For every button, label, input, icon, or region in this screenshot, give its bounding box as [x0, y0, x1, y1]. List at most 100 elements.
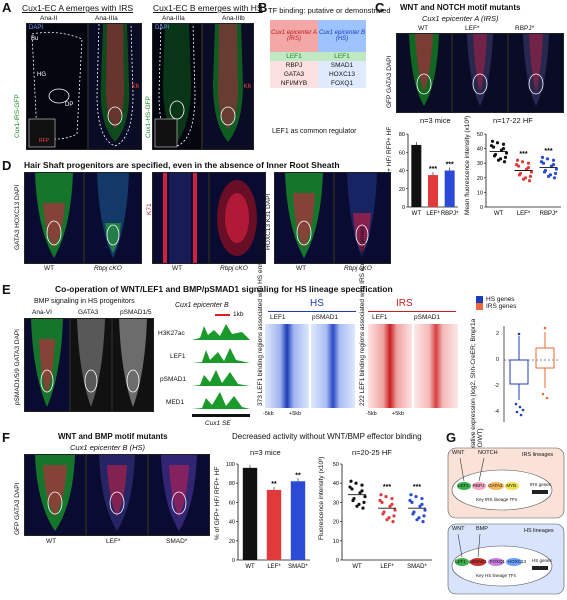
x-tick-label: SMAD*: [288, 564, 308, 570]
y-tick-label: 40: [229, 520, 235, 526]
bar: [411, 144, 422, 207]
micrograph-c3: [508, 33, 564, 113]
x-tick-label: LEF*: [380, 564, 394, 570]
x-tick-label: WT: [245, 564, 255, 570]
g-tf: LEF1: [458, 483, 469, 488]
f-genotype: SMAD*: [166, 538, 188, 545]
g-irs-tfs: LEF1 RBPJ GATA3 MYB: [458, 483, 516, 488]
y-tick-label: 20: [333, 520, 339, 526]
significance-label: ***: [383, 484, 391, 491]
micrograph-d5: [274, 172, 334, 264]
panel-c-title: WNT and NOTCH motif mutants: [400, 3, 521, 12]
data-point: [490, 139, 495, 143]
legend-swatch-hs: [476, 296, 483, 303]
legend-hs: HS genes: [486, 296, 515, 303]
tf-cell: FOXQ1: [318, 79, 366, 88]
e-tick: +5kb: [289, 411, 302, 417]
e-track-label: MED1: [166, 399, 185, 406]
x-tick-label: LEF*: [517, 211, 531, 217]
data-point: [354, 481, 358, 485]
d-genotype: Rbpj cKO: [94, 265, 122, 272]
d-marker-3: HOXC13 K31 DAPI: [265, 193, 272, 250]
x-tick-label: SMAD*: [407, 564, 427, 570]
data-point: [390, 502, 394, 506]
micrograph-f1: [24, 454, 86, 536]
data-point: [360, 483, 364, 487]
tf-cell: SMAD1: [318, 61, 366, 70]
e-irs-heatmap-psmad1: [414, 324, 458, 408]
micrograph-e3: [112, 318, 154, 412]
y-tick-label: 40: [333, 481, 339, 487]
e-tick: -5kb: [263, 411, 274, 417]
e-irs-heatmap-lef1: [368, 324, 412, 408]
micrograph-a3: DAPI: [152, 23, 202, 150]
g-hs-target: HS genes: [532, 558, 552, 563]
data-point: [504, 151, 509, 155]
panel-e-title: Co-operation of WNT/LEF1 and BMP/pSMAD1 …: [55, 284, 393, 294]
data-point: [350, 487, 354, 491]
data-point: [543, 168, 548, 173]
genotype-label: WT: [418, 25, 429, 32]
dermal-papilla-label: DP: [65, 102, 74, 108]
data-point: [541, 161, 546, 165]
y-tick-label: 50: [333, 462, 339, 468]
g-hs-signal: WNT: [452, 526, 465, 532]
panel-d-title: Hair Shaft progenitors are specified, ev…: [24, 160, 340, 170]
legend-irs: IRS genes: [486, 303, 517, 310]
micrograph-d3: [152, 172, 209, 264]
bar: [444, 170, 455, 207]
g-irs-target: IRS genes: [530, 482, 552, 487]
data-point: [379, 493, 383, 497]
f-ylabel-right: Fluorescence intensity (x10³): [318, 456, 325, 540]
x-tick-label: WT: [494, 211, 504, 217]
bulge-label: Bu: [31, 36, 39, 42]
data-point: [421, 520, 425, 524]
e-tick: -5kb: [366, 411, 377, 417]
bar: [266, 489, 282, 560]
e-hs-col: LEF1: [270, 314, 286, 321]
significance-label: ***: [519, 151, 527, 158]
data-point: [357, 502, 361, 506]
panel-c-subtitle: Cux1 epicenter A (IRS): [422, 14, 499, 23]
significance-label: **: [295, 472, 301, 479]
micrograph-e2: [70, 318, 112, 412]
e-locus-bar: [192, 414, 250, 417]
g-irs-signal: WNT: [452, 450, 465, 456]
y-tick-label: 10: [477, 190, 483, 196]
data-point: [355, 504, 359, 508]
data-point: [418, 504, 422, 508]
significance-label: **: [271, 481, 277, 488]
e-track-title: Cux1 epicenter B: [175, 302, 229, 309]
k6-label: K6: [243, 84, 251, 90]
data-point: [352, 496, 356, 501]
f-ylabel-left: % of GFP+ HF/ RFP+ HF: [214, 466, 221, 540]
panel-e-subtitle: BMP signaling in HS progenitors: [34, 298, 135, 305]
data-point: [412, 510, 416, 514]
g-hs-signal: BMP: [476, 526, 488, 532]
y-tick-label: 40: [399, 169, 405, 175]
x-tick-label: WT: [412, 211, 422, 217]
data-point: [551, 158, 556, 162]
x-tick-label: LEF*: [426, 211, 440, 217]
genotype-label: LEF*: [465, 25, 480, 32]
e-hs-rows: 373 LEF1 binding regions associated with…: [257, 228, 264, 406]
bar: [290, 481, 306, 560]
data-point: [410, 500, 414, 504]
micrograph-a2: K6: [88, 23, 142, 150]
data-point: [521, 177, 526, 181]
d-marker-1: GATA3 HOXC13 DAPI: [14, 184, 21, 250]
y-tick-label: 30: [333, 500, 339, 506]
e-track-label: LEF1: [170, 353, 186, 360]
y-tick-label: 20: [477, 176, 483, 182]
data-point: [391, 520, 395, 524]
g-irs-title: IRS lineages: [522, 452, 554, 458]
data-point: [417, 516, 421, 520]
data-point: [420, 496, 424, 501]
e-box-tick: 2: [496, 331, 500, 337]
tf-cell: LEF1: [270, 52, 318, 61]
e-irs-title: IRS: [396, 298, 413, 309]
data-point: [527, 179, 532, 183]
data-point: [495, 141, 500, 145]
e-box-tick: -2: [494, 383, 499, 389]
e-track-label: pSMAD1: [160, 376, 187, 383]
